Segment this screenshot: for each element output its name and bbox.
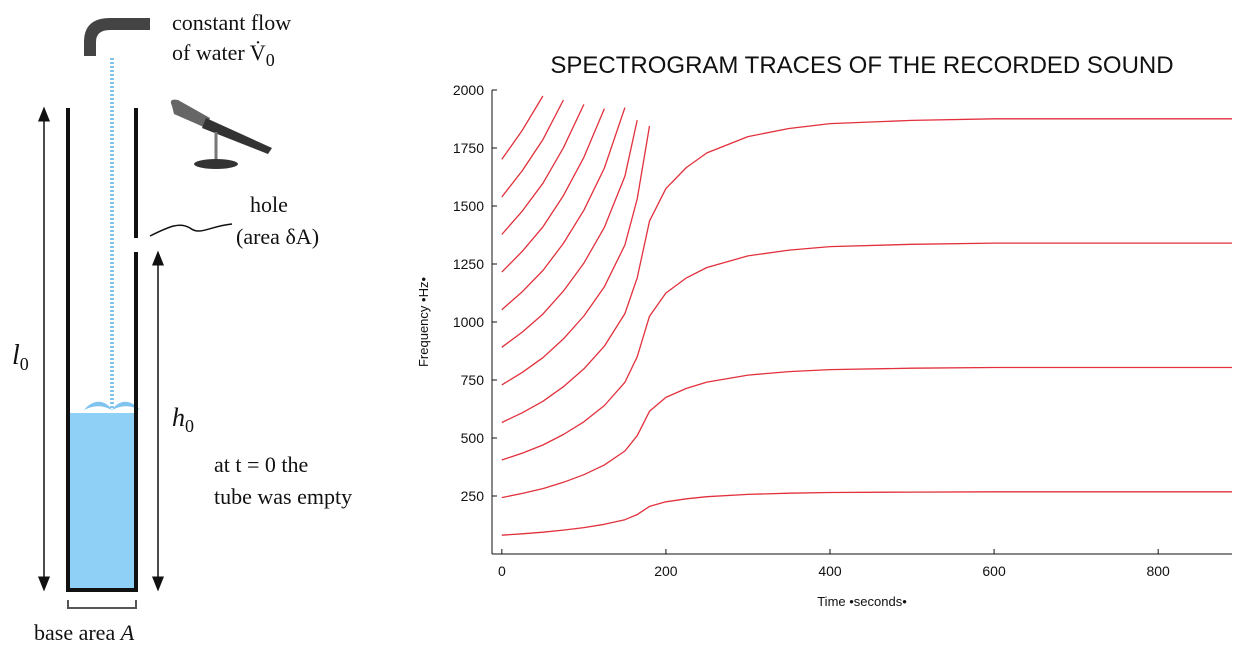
trace [501, 118, 1232, 424]
trace [501, 104, 585, 235]
trace [501, 125, 651, 386]
microphone [170, 99, 272, 169]
height-subscript: 0 [185, 416, 194, 436]
trace [501, 95, 544, 160]
flow-label: constant flow [172, 10, 291, 35]
flow-line: of water [172, 40, 250, 65]
trace [501, 99, 564, 198]
trace [501, 366, 1232, 499]
base-symbol: A [119, 620, 135, 645]
start-note: at t = 0 the [214, 452, 308, 477]
water [70, 413, 134, 588]
y-axis-label: Frequency •Hz• [416, 277, 431, 367]
x-tick-label: 0 [498, 563, 506, 579]
x-tick-label: 400 [818, 563, 842, 579]
y-tick-label: 500 [461, 430, 485, 446]
tube-diagram: constant flow of water V̇0 hole (area δA… [12, 10, 352, 645]
x-tick-label: 200 [654, 563, 678, 579]
chart-title: SPECTROGRAM TRACES OF THE RECORDED SOUND [550, 52, 1173, 79]
x-tick-label: 800 [1146, 563, 1170, 579]
x-tick-label: 600 [982, 563, 1006, 579]
length-subscript: 0 [20, 354, 29, 374]
hole-label: hole [250, 192, 288, 217]
y-tick-label: 1500 [453, 198, 484, 214]
flow-symbol: V̇ [250, 40, 266, 65]
y-tick-label: 1250 [453, 256, 484, 272]
splash [84, 401, 140, 410]
flow-line: constant flow [172, 10, 291, 35]
base-text: base area [34, 620, 121, 645]
trace [501, 242, 1232, 461]
x-axis-label: Time •seconds• [817, 594, 907, 609]
start-note: tube was empty [214, 484, 352, 509]
hole-pointer [149, 223, 233, 237]
length-symbol: l [12, 340, 20, 371]
trace [501, 108, 605, 273]
base-label: base area A [34, 620, 135, 645]
height-symbol: h [172, 403, 185, 432]
flow-label: of water V̇0 [172, 40, 275, 70]
plot: 250 500 750 1000 1250 1500 1750 2000 0 200 400 600 8… [453, 82, 1232, 579]
flow-subscript: 0 [266, 50, 275, 70]
base-bracket [67, 600, 137, 609]
trace [501, 120, 638, 348]
y-tick-label: 2000 [453, 82, 484, 98]
trace [501, 107, 626, 311]
trace [501, 491, 1232, 536]
length-label: l0 [12, 340, 29, 374]
hole-area: (area δA) [236, 224, 319, 249]
y-tick-label: 250 [461, 488, 485, 504]
tube [66, 108, 138, 592]
y-tick-label: 1750 [453, 140, 484, 156]
y-tick-label: 750 [461, 372, 485, 388]
height-label: h0 [172, 403, 194, 436]
y-tick-label: 1000 [453, 314, 484, 330]
faucet [84, 18, 150, 56]
